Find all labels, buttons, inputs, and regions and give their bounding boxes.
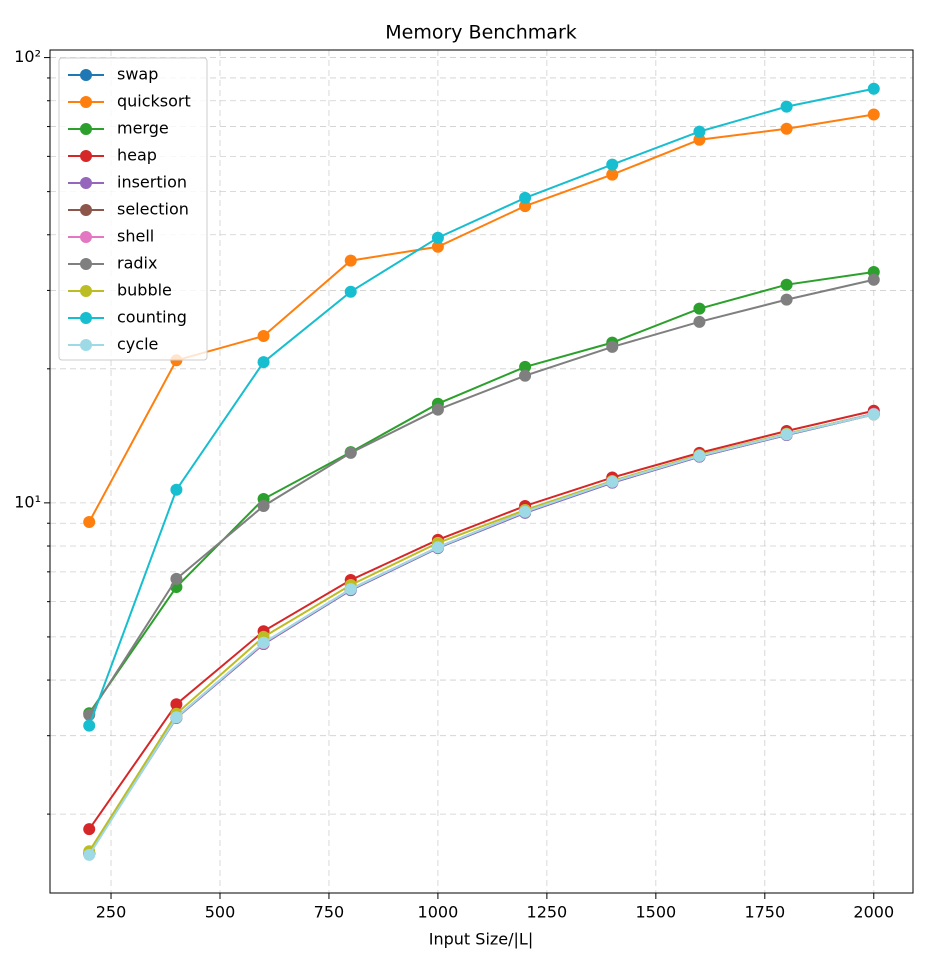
x-tick-label: 500 xyxy=(205,903,236,922)
data-point xyxy=(693,125,706,138)
y-tick-label: 10¹ xyxy=(14,492,41,511)
legend-label: merge xyxy=(117,119,169,138)
data-point xyxy=(780,122,793,135)
data-point xyxy=(170,483,183,496)
data-point xyxy=(867,273,880,286)
legend-label: quicksort xyxy=(117,92,191,111)
chart-title: Memory Benchmark xyxy=(385,22,577,44)
legend-marker xyxy=(80,123,92,135)
legend-box xyxy=(58,57,208,361)
data-point xyxy=(83,848,96,861)
data-point xyxy=(431,403,444,416)
data-point xyxy=(344,285,357,298)
data-point xyxy=(344,583,357,596)
data-point xyxy=(170,572,183,585)
data-point xyxy=(606,168,619,181)
legend-marker xyxy=(80,69,92,81)
data-point xyxy=(519,505,532,518)
series-line xyxy=(88,113,874,523)
series-line xyxy=(88,412,875,855)
series-line xyxy=(88,87,874,726)
data-point xyxy=(780,278,793,291)
data-point xyxy=(257,499,270,512)
data-point xyxy=(431,231,444,244)
legend-label: bubble xyxy=(117,281,172,300)
series-line xyxy=(88,413,874,856)
data-point xyxy=(606,340,619,353)
x-tick-label: 250 xyxy=(96,903,127,922)
legend-label: heap xyxy=(117,146,157,165)
legend-marker xyxy=(80,231,92,243)
data-point xyxy=(780,293,793,306)
legend-label: swap xyxy=(117,65,158,84)
data-point xyxy=(867,108,880,121)
data-point xyxy=(519,360,532,373)
legend-label: counting xyxy=(117,308,187,327)
data-point xyxy=(693,315,706,328)
series-line xyxy=(88,413,875,855)
legend-marker xyxy=(80,312,92,324)
legend-marker xyxy=(80,258,92,270)
data-point xyxy=(431,541,444,554)
data-point xyxy=(780,100,793,113)
data-point xyxy=(867,408,880,421)
series-line xyxy=(88,278,874,716)
data-point xyxy=(780,428,793,441)
series-line xyxy=(88,412,875,855)
data-point xyxy=(257,636,270,649)
legend-marker xyxy=(80,339,92,351)
data-point xyxy=(170,711,183,724)
data-point xyxy=(431,240,444,253)
data-point xyxy=(83,823,96,836)
legend-marker xyxy=(80,96,92,108)
y-tick-label: 10² xyxy=(14,47,41,66)
x-axis-label: Input Size/|L| xyxy=(429,930,533,949)
data-point xyxy=(867,82,880,95)
legend-marker xyxy=(80,285,92,297)
data-point xyxy=(83,719,96,732)
data-point xyxy=(606,475,619,488)
x-tick-label: 1500 xyxy=(635,903,676,922)
x-tick-label: 750 xyxy=(314,903,345,922)
data-point xyxy=(83,515,96,528)
x-tick-label: 1250 xyxy=(527,903,568,922)
series-line xyxy=(88,409,874,830)
plot-frame xyxy=(49,49,914,894)
series-line xyxy=(88,413,875,855)
legend-label: radix xyxy=(117,254,157,273)
data-point xyxy=(344,446,357,459)
data-point xyxy=(170,698,183,711)
legend-marker xyxy=(80,204,92,216)
data-point xyxy=(257,329,270,342)
x-tick-label: 1750 xyxy=(744,903,785,922)
x-tick-label: 2000 xyxy=(853,903,894,922)
data-point xyxy=(693,302,706,315)
series-line xyxy=(88,413,874,852)
legend-marker xyxy=(80,177,92,189)
legend-marker xyxy=(80,150,92,162)
data-point xyxy=(693,449,706,462)
data-point xyxy=(519,369,532,382)
data-point xyxy=(257,356,270,369)
data-point xyxy=(344,254,357,267)
x-tick-label: 1000 xyxy=(418,903,459,922)
legend-label: insertion xyxy=(117,173,187,192)
data-point xyxy=(519,191,532,204)
legend-label: cycle xyxy=(117,335,158,354)
data-point xyxy=(606,158,619,171)
legend-label: selection xyxy=(117,200,189,219)
legend-label: shell xyxy=(117,227,154,246)
